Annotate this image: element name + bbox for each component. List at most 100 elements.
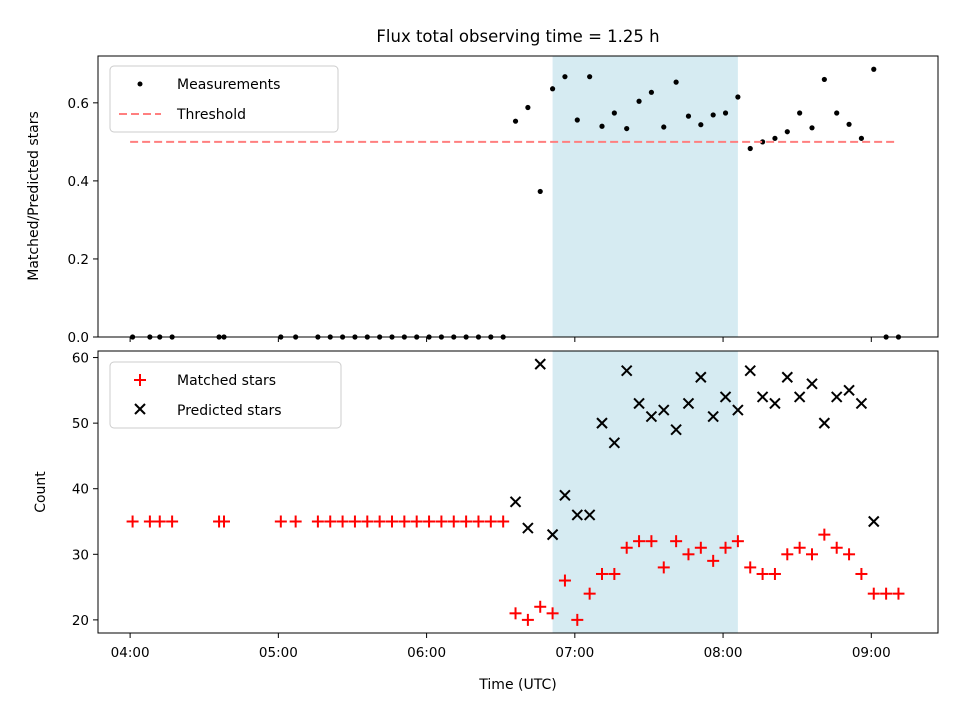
measurements-point bbox=[821, 76, 827, 83]
matched-stars-point bbox=[768, 567, 781, 580]
x-axis-label: Time (UTC) bbox=[478, 677, 556, 693]
matched-stars-point bbox=[126, 515, 139, 528]
bottom-y-tick-label: 50 bbox=[72, 416, 89, 432]
matched-stars-point bbox=[596, 567, 608, 580]
predicted-stars-point bbox=[855, 397, 868, 410]
bottom-legend: Matched stars Predicted stars bbox=[109, 361, 342, 429]
top-plot-frame bbox=[97, 55, 939, 338]
predicted-stars-point bbox=[719, 391, 732, 403]
matched-stars-point bbox=[571, 613, 584, 626]
measurements-point bbox=[710, 112, 716, 118]
bottom-observing-interval-shade bbox=[552, 351, 738, 633]
measurements-point bbox=[834, 110, 840, 116]
legend-predicted-stars: Predicted stars bbox=[177, 403, 282, 419]
measurements-point bbox=[871, 66, 877, 72]
matched-stars-point bbox=[843, 548, 856, 561]
matched-stars-point bbox=[534, 600, 547, 613]
predicted-stars-point bbox=[769, 397, 781, 410]
x-tick-label: 05:00 bbox=[259, 645, 298, 661]
measurements-point bbox=[549, 86, 556, 92]
measurements-point bbox=[587, 74, 593, 80]
matched-stars-point bbox=[423, 515, 436, 528]
matched-stars-point bbox=[682, 548, 695, 561]
matched-stars-point bbox=[806, 548, 818, 561]
matched-stars-point bbox=[633, 535, 646, 548]
bottom-legend-box bbox=[109, 361, 342, 429]
measurements-point bbox=[624, 125, 630, 132]
matched-stars-point bbox=[447, 515, 460, 528]
predicted-stars-point bbox=[806, 378, 818, 390]
matched-stars-point bbox=[793, 541, 806, 554]
chart-title: Flux total observing time = 1.25 h bbox=[376, 27, 659, 46]
measurements-point bbox=[574, 117, 580, 123]
matched-stars-point bbox=[558, 574, 571, 587]
matched-stars-point bbox=[435, 515, 448, 528]
matched-stars-point bbox=[645, 535, 658, 548]
measurements-point bbox=[698, 122, 704, 128]
measurements-point bbox=[648, 89, 655, 95]
bottom-y-tick-label: 60 bbox=[72, 351, 89, 367]
predicted-stars-point bbox=[830, 391, 843, 403]
matched-stars-point bbox=[497, 515, 510, 528]
top-panel: 0.0 0.2 0.4 0.6 Matched/Predicted stars Mea… bbox=[26, 55, 939, 346]
matched-stars-legend-marker bbox=[134, 374, 146, 386]
top-y-tick-label: 0.4 bbox=[68, 174, 89, 190]
matched-stars-point bbox=[472, 515, 485, 528]
matched-stars-point bbox=[373, 515, 386, 528]
measurements-point bbox=[722, 110, 729, 116]
matched-stars-point bbox=[892, 587, 905, 600]
measurements-point bbox=[685, 113, 692, 119]
predicted-stars-point bbox=[682, 397, 695, 410]
measurements-legend-marker bbox=[137, 81, 143, 87]
matched-stars-point bbox=[324, 515, 337, 528]
predicted-stars-point bbox=[522, 522, 534, 534]
predicted-stars-point bbox=[695, 371, 707, 383]
matched-stars-point bbox=[218, 515, 230, 528]
matched-stars-point bbox=[781, 548, 794, 561]
matched-stars-point bbox=[620, 541, 633, 554]
matched-stars-point bbox=[398, 515, 411, 528]
matched-stars-point bbox=[521, 613, 534, 626]
measurements-point bbox=[562, 74, 568, 80]
predicted-stars-point bbox=[818, 417, 831, 429]
matched-stars-point bbox=[546, 607, 559, 620]
matched-stars-point bbox=[744, 561, 757, 574]
matched-stars-point bbox=[719, 541, 732, 554]
matched-stars-point bbox=[694, 541, 707, 554]
matched-stars-point bbox=[311, 515, 324, 528]
top-observing-interval-shade bbox=[552, 56, 738, 337]
x-tick-label: 09:00 bbox=[852, 645, 891, 661]
bottom-y-tick-label: 40 bbox=[72, 482, 89, 498]
bottom-panel: 04:00 05:00 06:00 07:00 08:00 09:00 20 30 40 50 60… bbox=[33, 350, 939, 693]
matched-stars-point bbox=[166, 515, 179, 528]
predicted-stars-point bbox=[571, 509, 584, 521]
matched-stars-point bbox=[289, 515, 302, 528]
measurements-point bbox=[599, 123, 605, 129]
bottom-y-tick-label: 20 bbox=[72, 613, 89, 629]
measurements-point bbox=[512, 118, 519, 124]
predicted-stars-point bbox=[645, 410, 658, 423]
predicted-stars-point bbox=[732, 404, 744, 416]
predicted-stars-point bbox=[596, 417, 608, 429]
matched-stars-point bbox=[731, 535, 744, 548]
top-y-tick-label: 0.2 bbox=[68, 252, 89, 268]
top-y-tick-label: 0.6 bbox=[68, 96, 89, 112]
predicted-stars-point bbox=[608, 437, 621, 449]
matched-stars-point bbox=[348, 515, 361, 528]
matched-stars-point bbox=[274, 515, 287, 528]
predicted-stars-point bbox=[559, 489, 571, 501]
predicted-stars-point bbox=[707, 410, 719, 423]
bottom-plot-frame bbox=[97, 350, 939, 634]
top-y-axis-label: Matched/Predicted stars bbox=[26, 111, 42, 281]
predicted-stars-point bbox=[620, 364, 633, 377]
predicted-stars-point bbox=[534, 358, 546, 370]
top-legend-box bbox=[109, 65, 339, 133]
matched-stars-point bbox=[583, 587, 596, 600]
matched-stars-point bbox=[670, 535, 683, 548]
matched-stars-point bbox=[707, 554, 720, 567]
measurements-point bbox=[537, 188, 543, 195]
measurements-point bbox=[673, 79, 679, 85]
predicted-stars-point bbox=[546, 528, 559, 541]
measurements-point bbox=[661, 124, 667, 130]
